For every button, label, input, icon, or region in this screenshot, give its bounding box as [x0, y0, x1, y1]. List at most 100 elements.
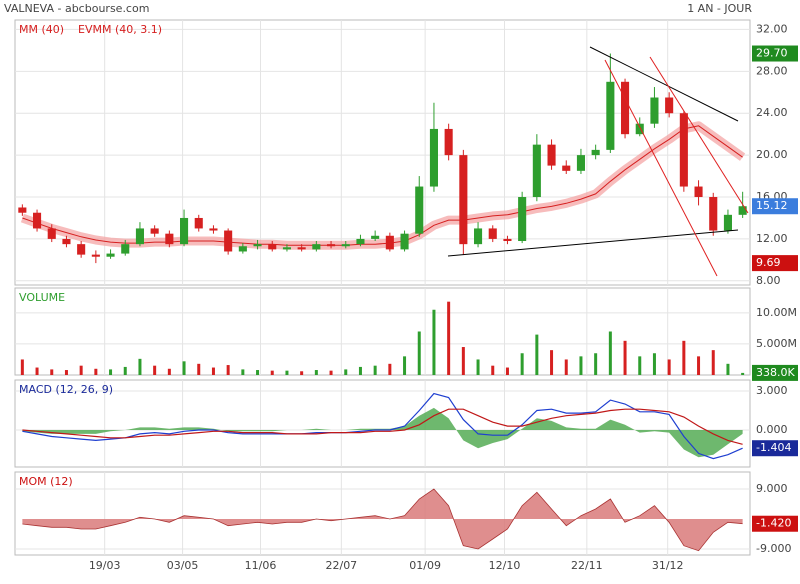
volume-bar: [358, 366, 362, 375]
candle-body: [253, 244, 262, 247]
volume-bar: [403, 356, 407, 375]
volume-bar: [167, 368, 171, 375]
candle-body: [77, 244, 86, 255]
volume-bar: [417, 331, 421, 375]
volume-bar: [741, 372, 745, 375]
mom-area: [22, 489, 743, 551]
volume-bar: [226, 365, 230, 375]
last-value-badge: -1.420: [756, 517, 791, 530]
candle-body: [180, 217, 189, 245]
candle-body: [532, 144, 541, 198]
volume-bar: [50, 369, 54, 375]
volume-bar: [314, 370, 318, 375]
y-tick-label: 8.00: [756, 274, 781, 287]
panel-frame: [14, 19, 751, 286]
candle-body: [723, 214, 732, 231]
candle-body: [488, 228, 497, 239]
candle-body: [385, 235, 394, 250]
candle-body: [591, 149, 600, 156]
macd-line: [22, 408, 743, 445]
volume-bar: [344, 369, 348, 375]
period: 1 AN - JOUR: [687, 2, 752, 15]
volume-bar: [300, 371, 304, 375]
candle-body: [238, 246, 247, 252]
volume-bar: [329, 370, 333, 375]
last-value-badge-bg: [752, 515, 798, 532]
volume-bar: [432, 309, 436, 375]
volume-bar: [550, 350, 554, 375]
candle-body: [224, 230, 233, 252]
y-tick-label: 32.00: [756, 22, 788, 35]
volume-bar: [94, 368, 98, 375]
volume-bar: [726, 363, 730, 375]
last-value-badge-bg: [752, 364, 798, 381]
y-tick-label: 28.00: [756, 64, 788, 77]
volume-bar: [638, 356, 642, 375]
x-tick-label: 22/07: [325, 559, 357, 572]
candle-body: [268, 244, 277, 250]
y-tick-label: 12.00: [756, 232, 788, 245]
candle-body: [165, 233, 174, 245]
candle-body: [341, 244, 350, 247]
candle-body: [312, 244, 321, 250]
last-value-badge: -1.404: [756, 441, 791, 454]
volume-bar: [476, 359, 480, 375]
panel-title: VOLUME: [19, 291, 65, 304]
candle-body: [679, 113, 688, 187]
volume-bar: [461, 347, 465, 375]
volume-bar: [241, 369, 245, 375]
volume-bar: [491, 365, 495, 375]
last-value-badge-bg: [752, 440, 798, 457]
volume-bar: [64, 370, 68, 375]
panel-title: MACD (12, 26, 9): [19, 383, 113, 396]
candle-body: [459, 155, 468, 245]
volume-bar: [520, 353, 524, 375]
volume-bar: [153, 365, 157, 375]
mm-line: [22, 125, 743, 246]
mom-line: [22, 488, 743, 552]
volume-bar: [682, 340, 686, 375]
volume-bar: [270, 370, 274, 375]
volume-bar: [79, 365, 83, 375]
candle-body: [194, 217, 203, 229]
macd-line: [22, 392, 743, 460]
panel-frame: [14, 471, 751, 556]
candle-body: [282, 247, 291, 250]
y-tick-label: 5.000M: [756, 337, 797, 350]
candle-body: [709, 197, 718, 231]
price-badge: 15.12: [756, 199, 788, 212]
x-tick-label: 19/03: [89, 559, 121, 572]
volume-bar: [182, 361, 186, 375]
macd-histogram: [22, 407, 743, 458]
legend-entry: EVMM (40, 3.1): [78, 23, 162, 36]
volume-bar: [652, 353, 656, 375]
x-tick-label: 31/12: [652, 559, 684, 572]
candle-body: [150, 228, 159, 234]
price-badge-bg: [752, 198, 798, 215]
candle-body: [121, 244, 130, 254]
volume-bar: [608, 331, 612, 375]
x-tick-label: 22/11: [571, 559, 603, 572]
candle-body: [209, 228, 218, 231]
volume-bar: [564, 359, 568, 375]
candle-body: [135, 228, 144, 245]
candle-body: [47, 228, 56, 239]
candle-body: [562, 165, 571, 171]
volume-bar: [535, 334, 539, 375]
candle-body: [415, 186, 424, 234]
candle-body: [650, 97, 659, 124]
y-tick-label: 24.00: [756, 106, 788, 119]
x-tick-label: 12/10: [489, 559, 521, 572]
candle-body: [62, 238, 71, 245]
volume-bar: [20, 359, 24, 375]
page-title: VALNEVA - abcbourse.com: [4, 2, 149, 15]
candle-body: [576, 155, 585, 171]
legend-entry: MM (40): [19, 23, 64, 36]
y-tick-label: 20.00: [756, 148, 788, 161]
y-tick-label: 0.000: [756, 423, 788, 436]
candle-body: [400, 233, 409, 250]
volume-bar: [256, 370, 260, 375]
panel-frame: [14, 379, 751, 468]
price-badge-bg: [752, 255, 798, 272]
y-tick-label: 10.00M: [756, 306, 797, 319]
